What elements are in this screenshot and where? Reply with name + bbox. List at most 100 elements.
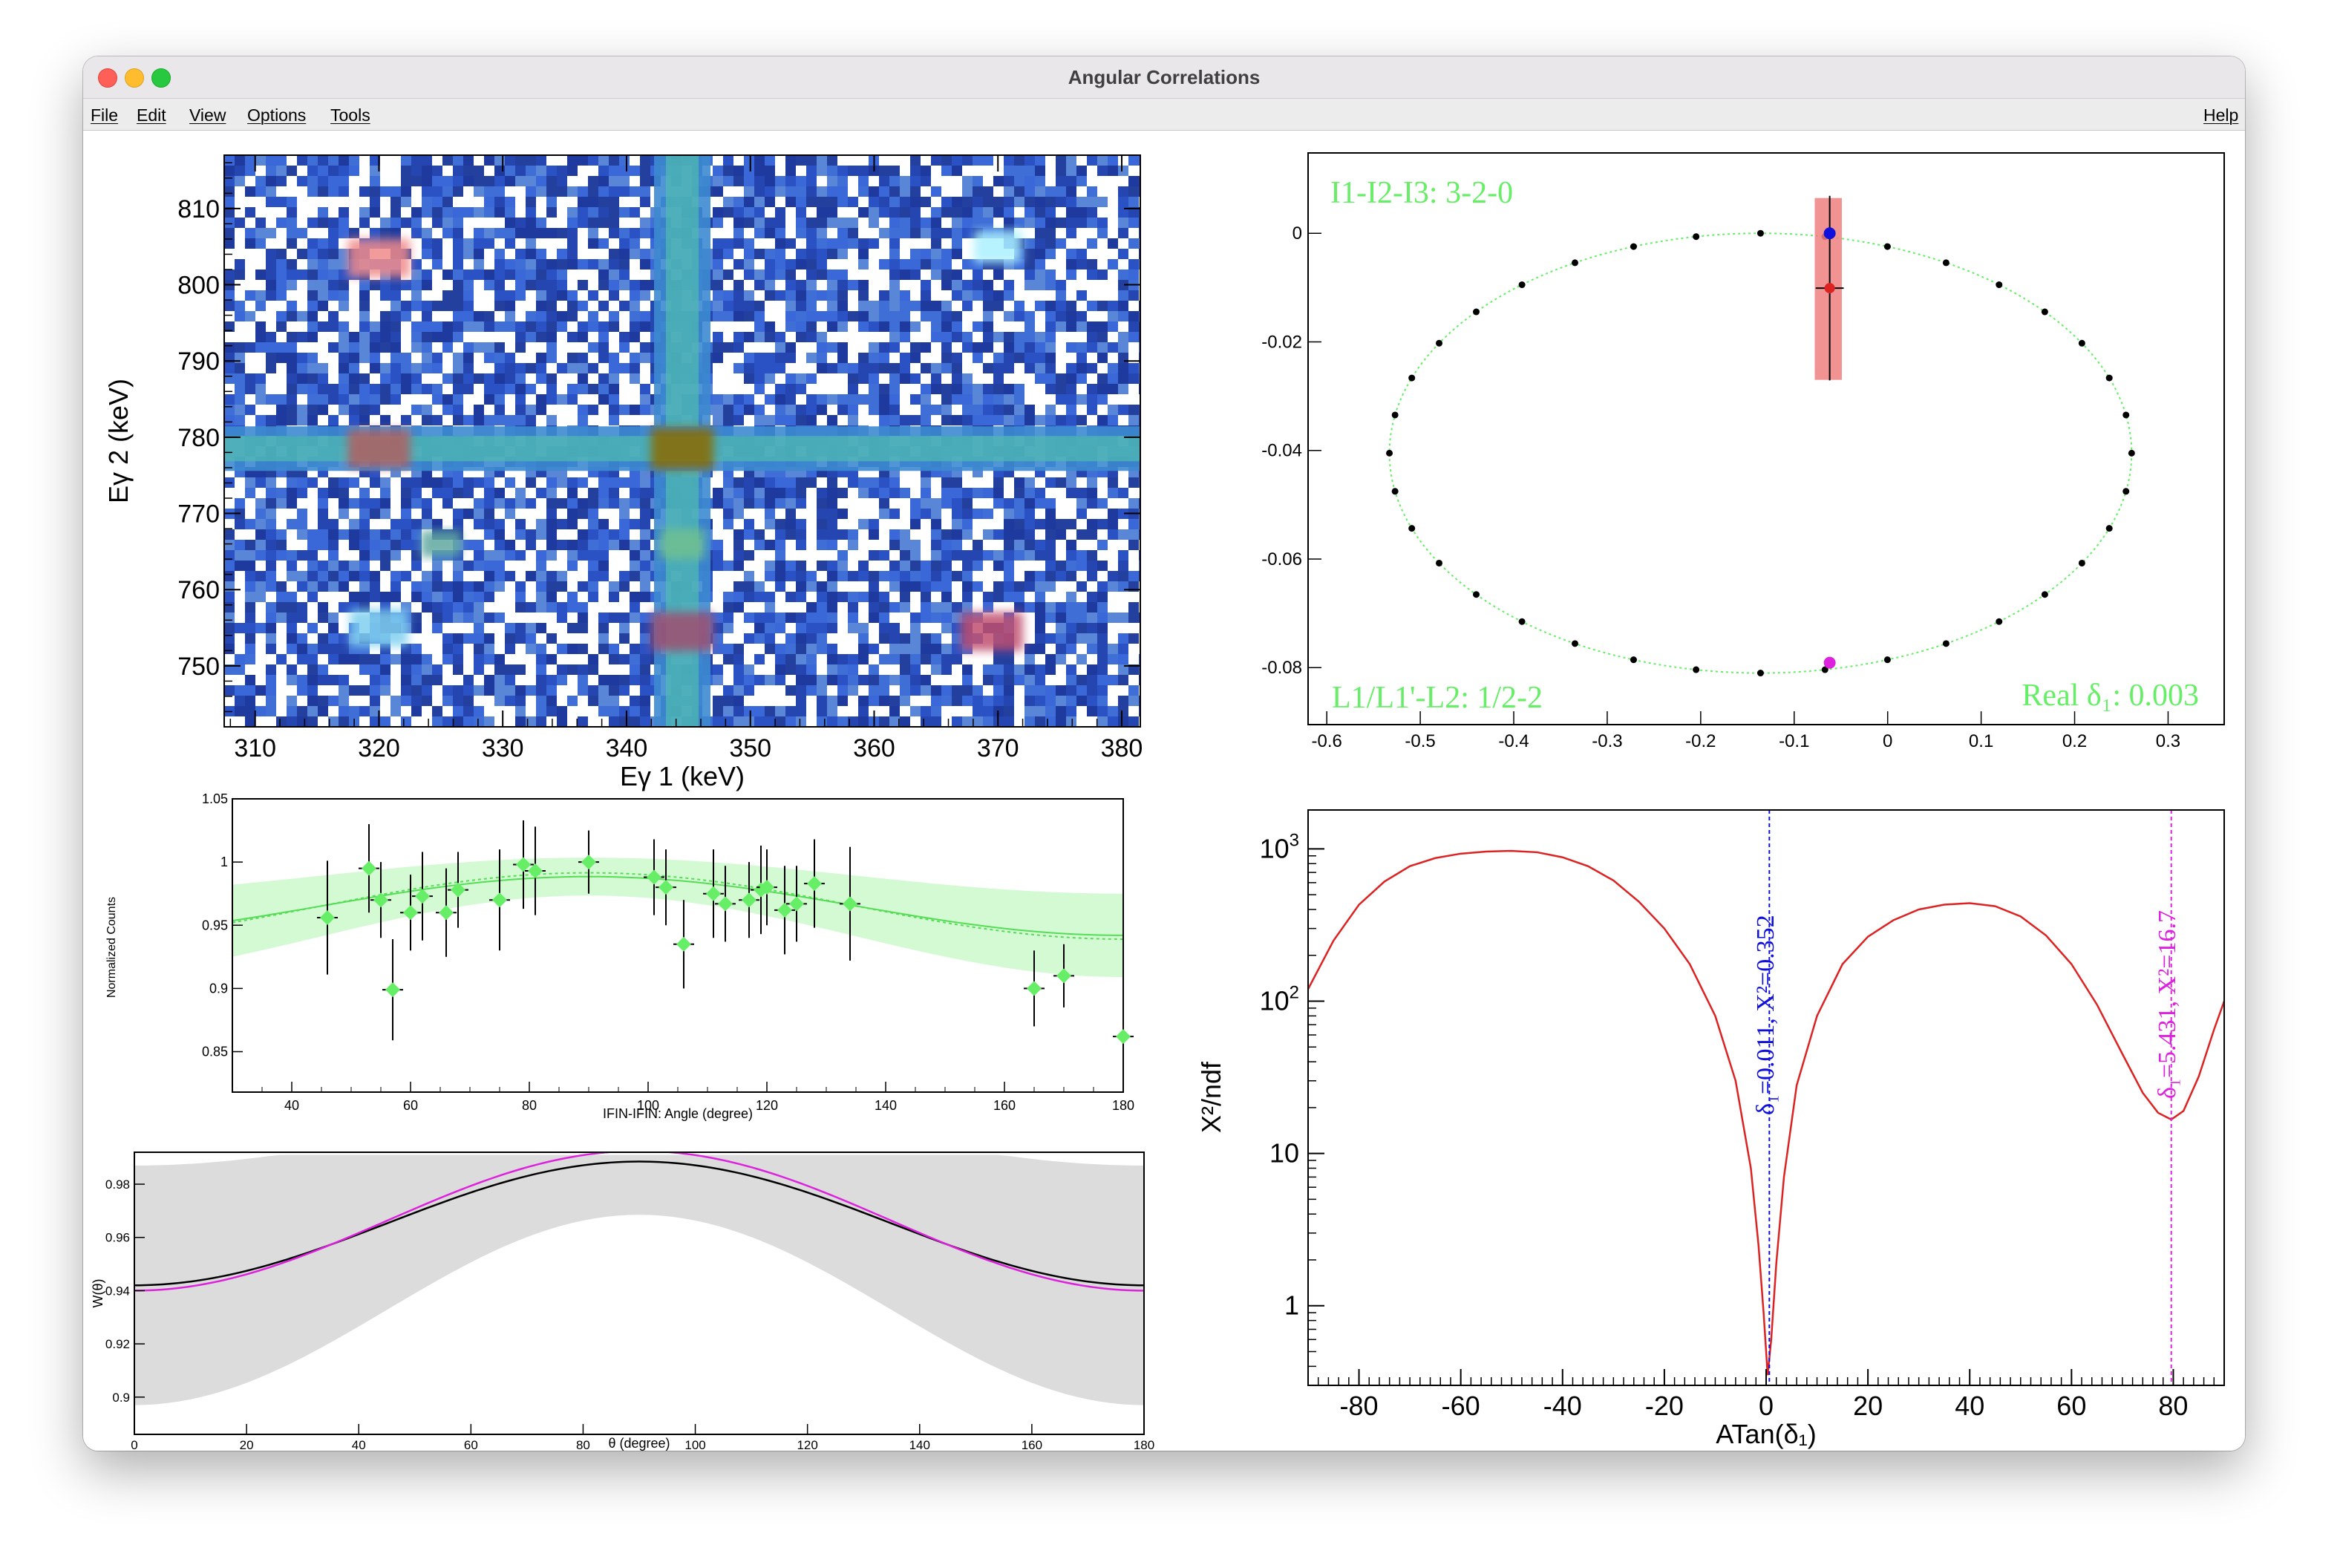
- heatmap-cell: [266, 394, 276, 405]
- heatmap-cell: [235, 311, 245, 321]
- ellipse-sample-point: [1942, 640, 1950, 647]
- heatmap-cell: [1076, 218, 1087, 228]
- ellipse-xtick-label: -0.2: [1685, 731, 1716, 751]
- heatmap-cell: [775, 540, 785, 550]
- heatmap-cell: [474, 498, 484, 509]
- heatmap-cell: [931, 529, 941, 540]
- heatmap-cell: [848, 716, 858, 727]
- ellipse-panel[interactable]: -0.6 -0.5 -0.4 -0.3 -0.2 -0.1 0 0.1 0.2 0.30-0.02…: [1261, 152, 2225, 751]
- heatmap-cell: [287, 592, 297, 602]
- w-theta-ytick-label: 0.92: [105, 1337, 130, 1351]
- heatmap-cell: [785, 685, 796, 696]
- heatmap-cell: [224, 540, 235, 550]
- menu-file[interactable]: File: [91, 105, 119, 125]
- heatmap-cell: [619, 259, 630, 270]
- heatmap-cell: [869, 384, 879, 394]
- heatmap-panel[interactable]: 310 320 330 340 350 360 370 3807507607707807908…: [103, 154, 1149, 791]
- heatmap-cell: [806, 353, 817, 363]
- heatmap-cell: [879, 321, 889, 332]
- heatmap-cell: [1014, 675, 1024, 685]
- heatmap-cell: [1035, 249, 1045, 259]
- heatmap-cell: [526, 228, 536, 238]
- heatmap-cell: [837, 529, 848, 540]
- title-bar[interactable]: Angular Correlations: [83, 56, 2245, 99]
- heatmap-cell: [349, 498, 359, 509]
- zoom-icon[interactable]: [151, 68, 171, 88]
- heatmap-cell: [619, 228, 630, 238]
- heatmap-cell: [1076, 509, 1087, 519]
- heatmap-cell: [546, 509, 557, 519]
- root-canvas[interactable]: 310 320 330 340 350 360 370 380 750 760 770 780 790 8…: [83, 131, 2245, 1451]
- heatmap-cell: [1118, 675, 1128, 685]
- heatmap-cell: [328, 612, 339, 623]
- heatmap-cell: [952, 519, 962, 529]
- heatmap-cell: [609, 612, 619, 623]
- heatmap-cell: [910, 644, 921, 654]
- heatmap-cell: [515, 685, 526, 696]
- heatmap-cell: [1087, 644, 1097, 654]
- heatmap-cell: [1097, 498, 1108, 509]
- heatmap-cell: [266, 270, 276, 280]
- heatmap-cell: [619, 675, 630, 685]
- heatmap-cell: [744, 166, 754, 176]
- heatmap-cell: [1024, 685, 1035, 696]
- heatmap-cell: [318, 249, 328, 259]
- heatmap-cell: [515, 176, 526, 186]
- heatmap-cell: [474, 238, 484, 249]
- heatmap-cell: [889, 321, 900, 332]
- heatmap-cell: [224, 207, 235, 218]
- heatmap-cell: [1118, 280, 1128, 290]
- heatmap-cell: [235, 550, 245, 561]
- ellipse-curve: [1388, 232, 2133, 674]
- counts-xtick-label: 100: [637, 1098, 659, 1113]
- minimize-icon[interactable]: [125, 68, 144, 88]
- heatmap-cell: [598, 394, 609, 405]
- heatmap-cell: [785, 259, 796, 270]
- heatmap-cell: [390, 197, 401, 207]
- heatmap-cell: [557, 363, 567, 373]
- heatmap-cell: [900, 654, 910, 664]
- heatmap-cell: [359, 301, 370, 311]
- menu-tools[interactable]: Tools: [330, 105, 370, 125]
- menu-edit[interactable]: Edit: [137, 105, 166, 125]
- heatmap-cell: [1035, 228, 1045, 238]
- heatmap-cell: [983, 155, 993, 166]
- heatmap-cell: [858, 394, 869, 405]
- heatmap-cell: [318, 186, 328, 197]
- heatmap-cell: [952, 498, 962, 509]
- heatmap-cell: [422, 592, 432, 602]
- menu-help[interactable]: Help: [2203, 105, 2239, 125]
- heatmap-cell: [1087, 197, 1097, 207]
- heatmap-cell: [640, 685, 650, 696]
- w-theta-panel[interactable]: 0 20 40 60 80 100 120 140 160 1800.90.920.940.960…: [91, 1151, 1154, 1451]
- heatmap-cell: [598, 176, 609, 186]
- heatmap-cell: [307, 696, 318, 706]
- close-icon[interactable]: [98, 68, 117, 88]
- heatmap-cell: [318, 207, 328, 218]
- heatmap-cell: [588, 540, 598, 550]
- heatmap-cell: [546, 571, 557, 581]
- heatmap-cell: [609, 290, 619, 301]
- heatmap-cell: [858, 207, 869, 218]
- heatmap-cell: [339, 186, 349, 197]
- heatmap-cell: [318, 706, 328, 716]
- heatmap-cell: [536, 675, 546, 685]
- menu-view[interactable]: View: [189, 105, 226, 125]
- heatmap-cell: [1118, 509, 1128, 519]
- heatmap-cell: [1118, 249, 1128, 259]
- heatmap-cell: [297, 311, 307, 321]
- heatmap-cell: [422, 571, 432, 581]
- heatmap-cell: [1118, 186, 1128, 197]
- heatmap-cell: [1024, 353, 1035, 363]
- heatmap-cell: [796, 280, 806, 290]
- heatmap-cell: [952, 311, 962, 321]
- heatmap-cell: [546, 373, 557, 384]
- heatmap-cell: [1128, 363, 1139, 373]
- heatmap-cell: [588, 488, 598, 498]
- heatmap-cell: [962, 529, 973, 540]
- heatmap-cell: [474, 633, 484, 644]
- heatmap-cell: [973, 415, 983, 425]
- menu-options[interactable]: Options: [247, 105, 307, 125]
